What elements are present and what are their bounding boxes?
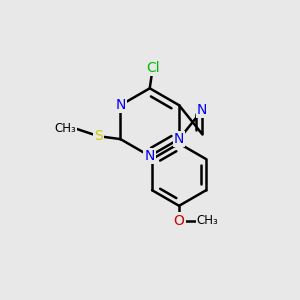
Text: O: O (174, 214, 184, 227)
Text: N: N (174, 132, 184, 146)
Text: N: N (145, 149, 155, 163)
Text: Cl: Cl (146, 61, 160, 75)
Text: N: N (115, 98, 126, 112)
Text: CH₃: CH₃ (197, 214, 218, 227)
Text: N: N (197, 103, 207, 117)
Text: S: S (94, 129, 103, 143)
Text: CH₃: CH₃ (55, 122, 76, 135)
